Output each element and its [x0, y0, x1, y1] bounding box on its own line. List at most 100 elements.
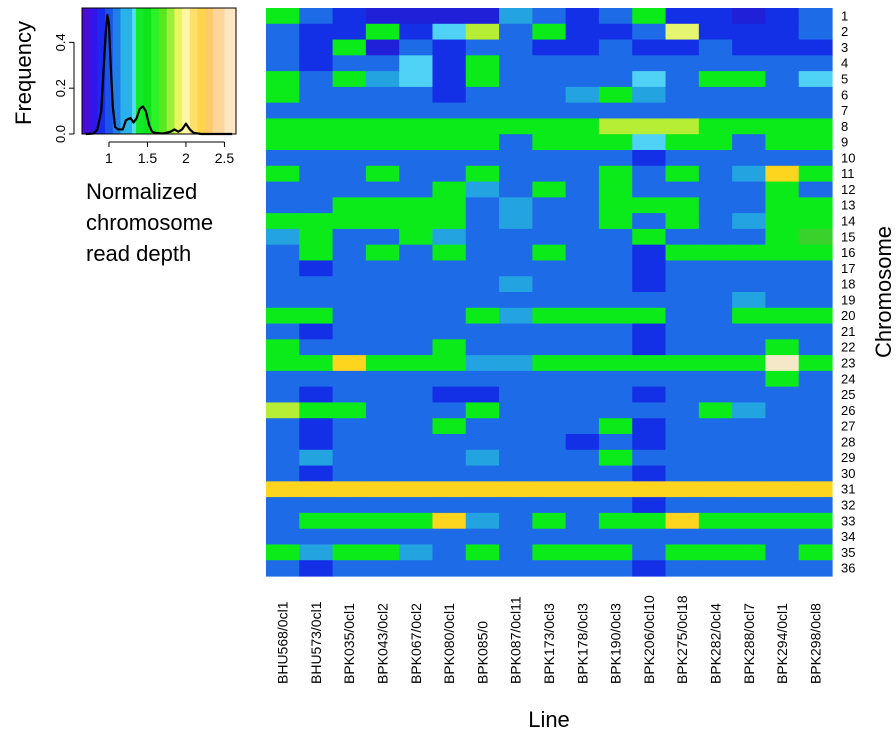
heatmap-cell [798, 197, 833, 214]
heatmap-cell [532, 55, 567, 72]
legend-color-band [166, 8, 175, 134]
chromosome-tick-label: 18 [841, 277, 855, 292]
heatmap-cell [332, 181, 367, 198]
heatmap-cell [465, 434, 500, 451]
heatmap-cell [632, 465, 667, 482]
heatmap-cell [765, 449, 800, 467]
heatmap-cell [299, 386, 334, 404]
heatmap-cell [332, 165, 367, 183]
heatmap-cell [632, 181, 667, 198]
heatmap-cell [299, 418, 334, 435]
heatmap-cell [565, 339, 600, 356]
heatmap-cell [499, 213, 533, 230]
heatmap-cell [632, 370, 667, 388]
heatmap-cell [732, 544, 767, 561]
heatmap-cell [732, 355, 767, 372]
heatmap-cell [465, 402, 500, 419]
heatmap-cell [732, 292, 767, 309]
chromosome-tick-label: 1 [841, 8, 848, 23]
legend-x-axis-label: Normalized chromosome read depth [86, 179, 214, 266]
heatmap-cell [299, 181, 334, 198]
heatmap-cell [465, 512, 500, 530]
heatmap-cell [532, 386, 567, 404]
heatmap-cell [632, 339, 667, 356]
heatmap-cell [565, 86, 600, 104]
heatmap-cell [632, 118, 667, 135]
heatmap-cell [499, 150, 533, 167]
heatmap-cell [565, 323, 600, 340]
heatmap-cell [365, 118, 400, 135]
heatmap-cell [632, 512, 667, 530]
heatmap-cell [499, 418, 533, 435]
heatmap-cell [665, 481, 700, 498]
heatmap-cell [698, 418, 733, 435]
heatmap-cell [632, 197, 667, 214]
heatmap-cell [365, 244, 400, 262]
heatmap-cell [665, 449, 700, 467]
heatmap-cell [565, 260, 600, 277]
chromosome-tick-label: 19 [841, 292, 855, 307]
heatmap-cell [365, 102, 400, 120]
heatmap-cell [365, 339, 400, 356]
heatmap-cell [565, 134, 600, 151]
heatmap-cell [698, 544, 733, 561]
heatmap-cell [732, 528, 767, 546]
heatmap-cell [266, 276, 300, 293]
heatmap-cell [798, 8, 833, 25]
heatmap-cells [266, 8, 833, 577]
heatmap-cell [365, 370, 400, 388]
heatmap-cell [698, 465, 733, 482]
chromosome-tick-label: 20 [841, 308, 855, 323]
heatmap-cell [732, 307, 767, 325]
heatmap-cell [565, 481, 600, 498]
heatmap-cell [299, 560, 334, 577]
heatmap-cell [332, 339, 367, 356]
heatmap-cell [632, 213, 667, 230]
heatmap-cell [765, 307, 800, 325]
heatmap-cell [299, 355, 334, 372]
heatmap-cell [698, 307, 733, 325]
heatmap-cell [798, 213, 833, 230]
heatmap-cell [499, 55, 533, 72]
heatmap-cell [765, 86, 800, 104]
line-tick-label: BPK085/0 [474, 621, 490, 684]
heatmap-cell [798, 276, 833, 293]
legend-color-band [205, 8, 214, 134]
heatmap-cell [399, 71, 434, 88]
heatmap-cell [732, 86, 767, 104]
heatmap-cell [532, 276, 567, 293]
heatmap-cell [798, 86, 833, 104]
heatmap-cell [665, 86, 700, 104]
heatmap-cell [598, 560, 633, 577]
heatmap-cell [365, 260, 400, 277]
legend-color-band [120, 8, 133, 134]
chromosome-tick-label: 9 [841, 135, 848, 150]
heatmap-cell [698, 134, 733, 151]
heatmap-cell [499, 434, 533, 451]
heatmap-cell [266, 465, 300, 482]
heatmap-cell [332, 39, 367, 56]
heatmap-cell [698, 165, 733, 183]
heatmap-cell [532, 497, 567, 514]
heatmap-cell [266, 134, 300, 151]
heatmap-cell [299, 260, 334, 277]
heatmap-cell [598, 323, 633, 340]
heatmap-cell [665, 497, 700, 514]
heatmap-cell [332, 228, 367, 246]
heatmap-cell [332, 481, 367, 498]
heatmap-cell [266, 512, 300, 530]
heatmap-cell [432, 213, 467, 230]
heatmap-cell [732, 102, 767, 120]
heatmap-cell [632, 23, 667, 41]
heatmap-cell [499, 323, 533, 340]
heatmap-cell [598, 418, 633, 435]
heatmap-cell [732, 228, 767, 246]
heatmap-cell [798, 512, 833, 530]
heatmap-cell [266, 386, 300, 404]
heatmap-cell [532, 197, 567, 214]
heatmap-cell [299, 276, 334, 293]
heatmap-cell [632, 228, 667, 246]
heatmap-cell [598, 292, 633, 309]
heatmap-cell [365, 355, 400, 372]
chromosome-tick-label: 25 [841, 387, 855, 402]
